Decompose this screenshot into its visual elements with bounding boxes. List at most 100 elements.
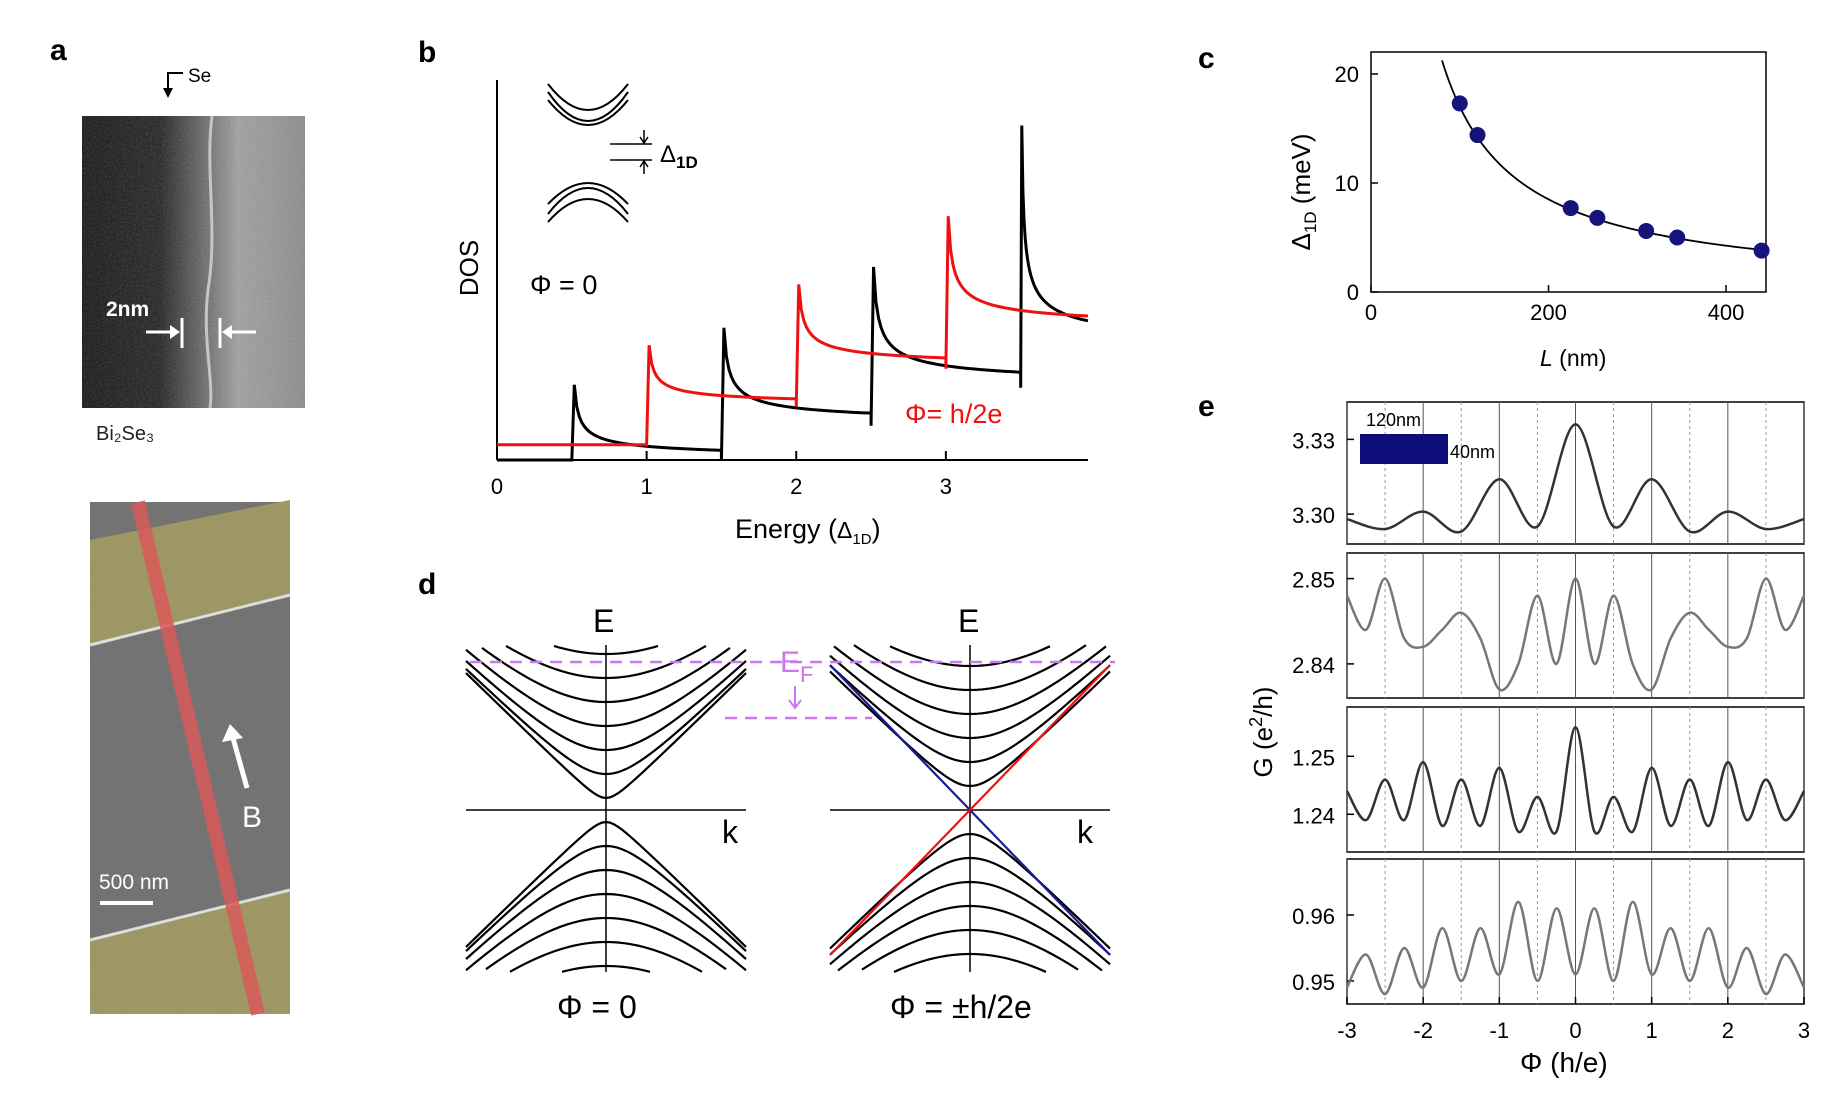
- conductance-trace: [1346, 423, 1805, 534]
- valence-subband-left: [509, 940, 703, 973]
- conductance-axis-sup: 2: [1246, 717, 1266, 727]
- panel-d-plot: [465, 644, 1115, 973]
- panel-c: c 0 200 400 0 10 20 Δ1D (meV) L (nm): [1198, 42, 1770, 371]
- tem-image-texture: [82, 116, 305, 408]
- gap-x-tick-label: 400: [1708, 300, 1745, 325]
- gap-data-point: [1469, 127, 1486, 144]
- dos-x-tick-label: 3: [940, 474, 952, 499]
- inset-cond-band-1: [547, 83, 629, 111]
- gap-axis-symbol: Δ: [1286, 233, 1316, 250]
- gap-y-tick-label: 20: [1335, 62, 1359, 87]
- sem-electrode-edge-2: [89, 888, 291, 942]
- ribbon-legend-swatch: [1360, 434, 1448, 464]
- conductance-trace: [1345, 726, 1806, 835]
- conduction-subband-right: [829, 654, 1111, 740]
- inset-gap-symbol: Δ: [660, 141, 676, 168]
- se-label: Se: [188, 66, 211, 87]
- field-arrow-icon: [230, 737, 250, 789]
- gap-axis-subscript: 1D: [1301, 211, 1320, 233]
- dos-axis-label: DOS: [454, 240, 484, 296]
- conduction-subband-right: [889, 645, 1051, 668]
- gap-y-tick-label: 0: [1347, 280, 1359, 305]
- gap-data-point: [1753, 242, 1770, 259]
- field-arrowhead-icon: [222, 724, 243, 742]
- conductance-y-tick-label: 3.33: [1292, 428, 1335, 453]
- caption-right: Φ = ±h/2e: [890, 989, 1032, 1025]
- panel-c-plot: 0 200 400 0 10 20: [1335, 51, 1770, 325]
- panel-a: a Se 2nm Bi₂Se₃ B 500 nm: [50, 34, 305, 1016]
- flux-x-tick-label: -3: [1337, 1018, 1357, 1043]
- width-arrowhead-right-icon: [222, 325, 232, 339]
- inset-val-band-2: [547, 198, 629, 223]
- conductance-axis-text: G (e: [1248, 727, 1278, 778]
- panel-a-label: a: [50, 34, 67, 67]
- k-label-left: k: [722, 814, 739, 850]
- flux-axis-label: Φ (h/e): [1520, 1047, 1608, 1078]
- inset-val-band-1: [547, 187, 629, 215]
- conductance-axis-close: /h): [1248, 687, 1278, 717]
- panel-b-plot: 0 1 2 3: [491, 80, 1089, 499]
- flux-x-tick-label: 0: [1569, 1018, 1581, 1043]
- dirac-line-red: [829, 664, 1111, 956]
- valence-subband-left: [465, 844, 747, 952]
- valence-subband-right: [829, 832, 1111, 950]
- e-label-left: E: [593, 603, 614, 639]
- dos-series-phi-h2e: [497, 216, 1089, 447]
- fermi-symbol: E: [780, 646, 800, 679]
- valence-subband-left: [561, 964, 651, 973]
- se-pointer-icon: [167, 72, 183, 92]
- conductance-y-tick-label: 0.96: [1292, 904, 1335, 929]
- legend-phi-h2e: Φ= h/2e: [905, 399, 1002, 429]
- flux-x-tick-label: 2: [1722, 1018, 1734, 1043]
- field-label: B: [242, 801, 262, 834]
- caption-left: Φ = 0: [557, 989, 637, 1025]
- length-axis-symbol: L: [1540, 345, 1553, 371]
- conduction-subband-left: [465, 668, 747, 776]
- inset-val-band-3: [547, 182, 629, 205]
- fermi-label: EF: [780, 646, 813, 687]
- flux-x-tick-label: -1: [1490, 1018, 1510, 1043]
- gap-axis-label: Δ1D (meV): [1286, 133, 1320, 250]
- flux-x-tick-label: 1: [1646, 1018, 1658, 1043]
- flux-x-tick-label: 3: [1798, 1018, 1810, 1043]
- conductance-y-tick-label: 3.30: [1292, 503, 1335, 528]
- gap-axis-unit: (meV): [1286, 133, 1316, 211]
- valence-subband-right: [837, 904, 1103, 972]
- conduction-subband-left: [465, 648, 747, 728]
- width-arrowhead-left-icon: [170, 325, 180, 339]
- width-label: 2nm: [106, 298, 149, 321]
- conductance-y-tick-label: 0.95: [1292, 970, 1335, 995]
- energy-axis-text: Energy (: [735, 514, 837, 544]
- energy-axis-close: ): [872, 514, 881, 544]
- valence-subband-right: [829, 856, 1111, 956]
- conductance-trace: [1345, 900, 1806, 996]
- gap-y-tick-label: 10: [1335, 171, 1359, 196]
- inset-band-sketch: Δ1D: [547, 83, 698, 223]
- ribbon-legend-thickness: 40nm: [1450, 442, 1495, 462]
- gap-data-point: [1638, 222, 1655, 239]
- energy-axis-symbol: Δ: [837, 517, 852, 543]
- ribbon-legend-width: 120nm: [1366, 410, 1421, 430]
- scalebar-label: 500 nm: [99, 871, 169, 894]
- conduction-subband-right: [829, 664, 1111, 764]
- material-label: Bi₂Se₃: [96, 423, 154, 445]
- conduction-subband-left: [553, 644, 659, 656]
- valence-subband-left: [465, 868, 747, 960]
- nanoribbon: [131, 500, 265, 1016]
- conduction-subband-left: [465, 672, 747, 800]
- conductance-axis-label: G (e2/h): [1246, 687, 1278, 778]
- gap-data-point: [1589, 209, 1606, 226]
- valence-subband-right: [893, 952, 1047, 973]
- valence-subband-left: [485, 916, 727, 971]
- energy-axis-subscript: 1D: [852, 531, 871, 548]
- conduction-subband-right: [829, 670, 1111, 788]
- gap-data-point: [1451, 95, 1468, 112]
- gap-data-point: [1562, 200, 1579, 217]
- gap-x-tick-label: 0: [1365, 300, 1377, 325]
- conductance-y-tick-label: 1.25: [1292, 745, 1335, 770]
- k-label-right: k: [1077, 814, 1094, 850]
- inset-gap-label: Δ1D: [660, 141, 698, 172]
- panel-b-label: b: [418, 36, 436, 69]
- inset-gap-arrow-bottom-icon: [639, 159, 649, 174]
